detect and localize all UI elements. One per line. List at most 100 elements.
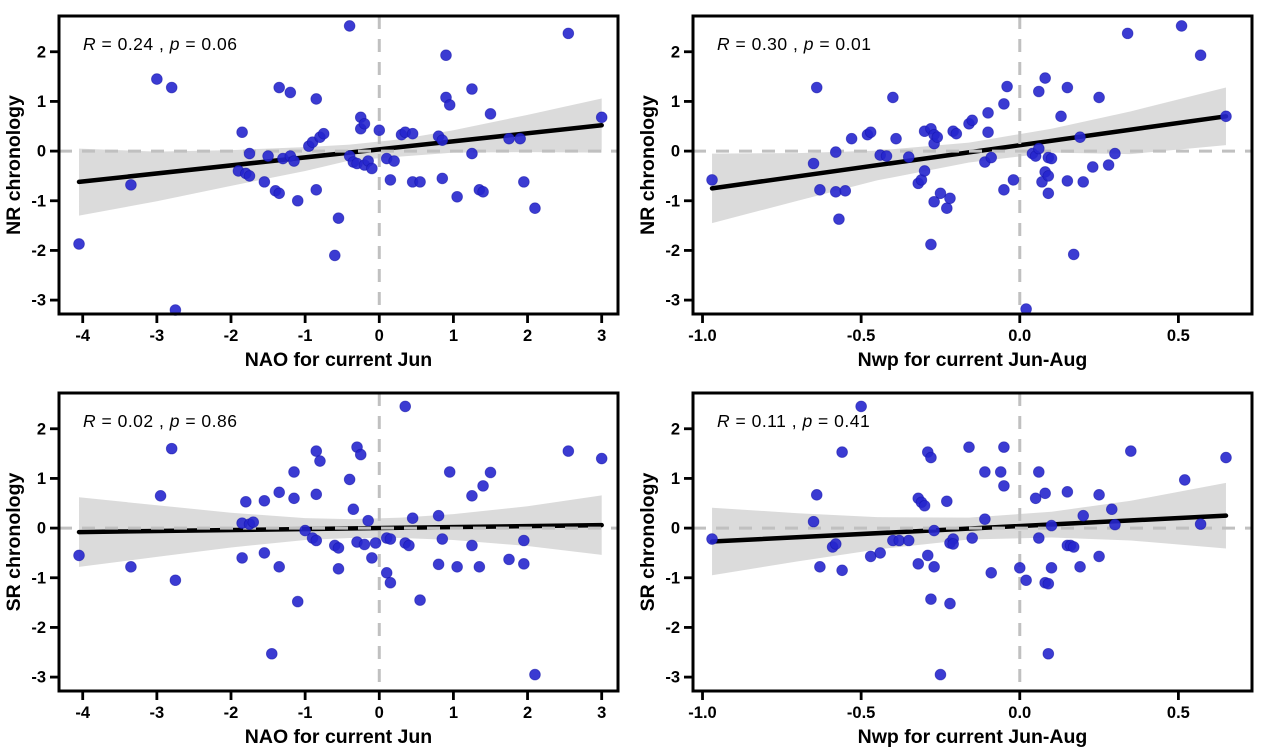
data-points xyxy=(73,400,608,681)
scatter-point xyxy=(1074,561,1086,573)
scatter-point xyxy=(258,547,271,559)
scatter-point xyxy=(982,107,994,119)
x-tick-label: 0.5 xyxy=(1167,704,1190,722)
scatter-point xyxy=(944,192,956,205)
scatter-point xyxy=(406,512,419,524)
y-axis-label: NR chronology xyxy=(3,95,25,235)
x-tick-label: -1 xyxy=(298,327,313,345)
y-tick-label: -3 xyxy=(31,669,46,687)
scatter-point xyxy=(941,202,953,215)
scatter-point xyxy=(354,448,367,461)
scatter-point xyxy=(1045,562,1058,574)
scatter-point xyxy=(414,594,426,606)
scatter-point xyxy=(73,238,85,250)
scatter-point xyxy=(1194,518,1207,530)
scatter-point xyxy=(966,114,978,127)
correlation-annotation: R = 0.24 , p = 0.06 xyxy=(83,34,237,54)
panel-sr-vs-nao: -4 -3 -2 -1 0 1 2 3 -3 -2 -1 0 1 2 NAO for current Jun… xyxy=(0,377,634,754)
scatter-point xyxy=(384,533,397,545)
scatter-point xyxy=(829,146,842,158)
scatter-point xyxy=(979,513,991,525)
scatter-point xyxy=(807,157,820,170)
scatter-point xyxy=(562,27,575,40)
scatter-point xyxy=(855,400,867,413)
scatter-point xyxy=(1039,487,1051,500)
scatter-point xyxy=(1067,248,1080,261)
scatter-point xyxy=(310,488,323,501)
scatter-point xyxy=(273,187,285,200)
scatter-point xyxy=(125,179,137,191)
scatter-point xyxy=(366,162,378,175)
scatter-point xyxy=(436,172,449,185)
scatter-point xyxy=(310,534,323,547)
scatter-point xyxy=(1093,91,1105,104)
scatter-point xyxy=(310,184,323,196)
scatter-point xyxy=(288,155,300,167)
x-tick-label: -3 xyxy=(150,327,165,345)
y-tick-label: -1 xyxy=(665,192,680,210)
scatter-point xyxy=(1061,175,1074,187)
scatter-point xyxy=(332,542,345,554)
scatter-point xyxy=(829,186,842,198)
scatter-point xyxy=(925,593,937,605)
x-tick-label: 2 xyxy=(523,327,532,345)
confidence-band xyxy=(79,98,602,216)
y-tick-label: 1 xyxy=(671,93,680,111)
scatter-point xyxy=(1061,81,1074,94)
scatter-point xyxy=(887,91,899,104)
scatter-point xyxy=(1086,161,1099,173)
scatter-point xyxy=(941,495,953,508)
x-axis-ticks: -1.0 -0.5 0.0 0.5 xyxy=(688,692,1190,722)
scatter-point xyxy=(950,127,963,140)
scatter-point xyxy=(706,533,718,545)
scatter-point xyxy=(562,445,575,457)
scatter-point xyxy=(484,466,497,479)
scatter-point xyxy=(151,73,163,85)
scatter-point xyxy=(864,126,877,139)
scatter-point xyxy=(1109,147,1121,160)
scatter-point xyxy=(73,549,85,562)
x-tick-label: 0.0 xyxy=(1008,327,1031,345)
scatter-point xyxy=(944,597,956,610)
y-tick-label: -1 xyxy=(31,192,46,210)
scatter-point xyxy=(332,212,345,224)
scatter-point xyxy=(343,473,356,486)
y-axis-label: SR chronology xyxy=(3,473,25,612)
scatter-point xyxy=(514,132,526,145)
scatter-point xyxy=(343,20,356,32)
scatter-point xyxy=(1033,85,1045,98)
scatter-point xyxy=(706,174,718,186)
scatter-point xyxy=(1109,518,1121,531)
scatter-point xyxy=(503,553,515,566)
scatter-point xyxy=(299,524,311,537)
y-tick-label: 0 xyxy=(37,520,46,538)
scatter-point xyxy=(1020,574,1032,587)
scatter-point xyxy=(1121,27,1134,40)
scatter-point xyxy=(595,111,608,124)
y-tick-label: 1 xyxy=(37,93,46,111)
correlation-annotation: R = 0.02 , p = 0.86 xyxy=(83,411,237,431)
scatter-point xyxy=(998,441,1010,453)
scatter-point xyxy=(451,561,463,573)
scatter-point xyxy=(466,539,478,552)
scatter-point xyxy=(477,480,489,492)
scatter-point xyxy=(366,552,378,564)
scatter-point xyxy=(518,176,530,188)
scatter-point xyxy=(998,184,1010,196)
x-tick-label: -2 xyxy=(224,704,239,722)
y-tick-label: -1 xyxy=(31,569,46,587)
scatter-point xyxy=(1175,20,1188,32)
x-tick-label: -0.5 xyxy=(847,327,875,345)
scatter-point xyxy=(880,150,893,162)
y-tick-label: 2 xyxy=(37,43,46,61)
scatter-point xyxy=(466,83,478,95)
y-tick-label: 0 xyxy=(671,143,680,161)
x-axis-ticks: -4 -3 -2 -1 0 1 2 3 xyxy=(75,692,606,722)
scatter-point xyxy=(1045,519,1058,532)
scatter-point xyxy=(332,563,345,575)
scatter-point xyxy=(1067,541,1080,553)
scatter-point xyxy=(284,86,297,99)
scatter-point xyxy=(384,174,397,186)
scatter-point xyxy=(432,509,445,522)
scatter-point xyxy=(236,126,248,139)
